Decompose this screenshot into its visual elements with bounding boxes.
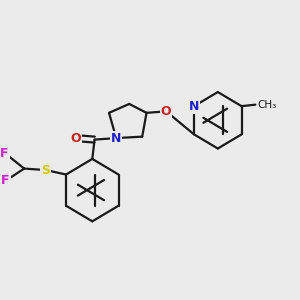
Text: F: F <box>0 147 9 160</box>
Text: O: O <box>70 132 81 145</box>
Text: N: N <box>189 100 199 113</box>
Text: F: F <box>1 174 10 187</box>
Text: CH₃: CH₃ <box>258 100 277 110</box>
Text: O: O <box>161 105 172 118</box>
Text: S: S <box>41 164 50 177</box>
Text: N: N <box>111 132 122 145</box>
